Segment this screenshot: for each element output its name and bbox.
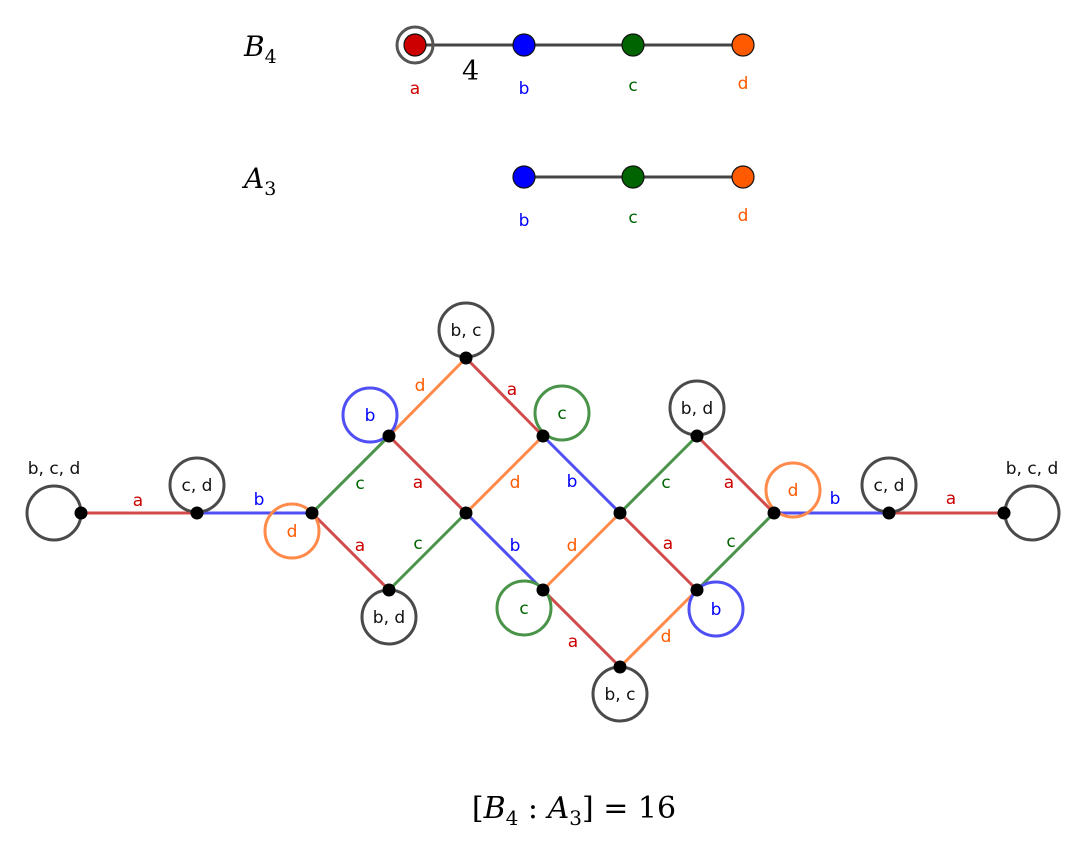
edge-a <box>387 434 468 515</box>
a3-diagram: A3 b c d <box>241 162 755 231</box>
graph-vertex <box>997 506 1011 520</box>
b4-marked-ring <box>395 25 435 65</box>
edge-label-a: a <box>946 489 956 509</box>
edge-a <box>695 434 776 515</box>
graph-edges <box>81 356 1004 669</box>
loop-label: d <box>287 522 298 542</box>
graph-nodes <box>74 351 1011 674</box>
a3-node-label-b: b <box>519 211 530 231</box>
edge-c <box>387 511 468 592</box>
b4-node-label-d: d <box>738 74 749 94</box>
loop-R0 <box>1003 484 1061 542</box>
b4-diagram: B4 4 a b c d <box>243 25 755 99</box>
edge-label-a: a <box>413 473 423 493</box>
b4-node-label-a: a <box>410 79 420 99</box>
graph-vertex <box>613 660 627 674</box>
edge-label-c: c <box>355 474 364 494</box>
graph-vertex <box>613 506 627 520</box>
edge-c <box>618 434 699 515</box>
edge-label-d: d <box>415 376 426 396</box>
graph-vertex <box>459 351 473 365</box>
b4-name: B4 <box>243 30 277 68</box>
loop-label: c <box>557 404 566 424</box>
loop-label: c, d <box>182 476 213 496</box>
edge-c <box>695 511 776 592</box>
graph-vertex <box>74 506 88 520</box>
graph-vertex <box>382 429 396 443</box>
b4-node-label-c: c <box>628 76 637 96</box>
edge-c <box>310 434 391 515</box>
b4-node-d <box>731 33 755 57</box>
edge-a <box>541 588 622 669</box>
loop-label: d <box>788 481 799 501</box>
edge-label-b: b <box>830 489 841 509</box>
b4-node-c <box>621 33 645 57</box>
graph-vertex <box>690 429 704 443</box>
a3-node-d <box>731 165 755 189</box>
edge-label-b: b <box>254 490 265 510</box>
graph-vertex <box>690 583 704 597</box>
edge-label-a: a <box>355 536 365 556</box>
edge-label-b: b <box>510 536 521 556</box>
a3-node-label-c: c <box>628 208 637 228</box>
loop-label: b, c <box>451 321 482 341</box>
edge-a <box>310 511 391 592</box>
graph-vertex <box>882 506 896 520</box>
loop-U1 <box>341 386 399 444</box>
edge-a <box>618 511 699 592</box>
edge-d <box>541 511 622 592</box>
edge-b <box>541 434 622 515</box>
edge-d <box>464 434 545 515</box>
edge-label-a: a <box>724 473 734 493</box>
edge-label-d: d <box>661 627 672 647</box>
graph-vertex <box>382 583 396 597</box>
b4-node-a <box>403 33 427 57</box>
loop-D3 <box>687 580 745 638</box>
loop-L0 <box>25 484 83 542</box>
index-formula: [B4 : A3] = 16 <box>472 791 676 830</box>
edge-label-d: d <box>510 473 521 493</box>
graph-vertex <box>767 506 781 520</box>
b4-node-b <box>512 33 536 57</box>
edge-label-c: c <box>413 534 422 554</box>
graph-vertex <box>190 506 204 520</box>
a3-node-b <box>512 165 536 189</box>
edge-a <box>464 356 545 438</box>
a3-node-c <box>621 165 645 189</box>
edge-label-a: a <box>663 534 673 554</box>
loop-label: b, c <box>605 685 636 705</box>
b4-node-label-b: b <box>519 79 530 99</box>
loop-U2 <box>533 384 591 442</box>
loop-label: b, d <box>373 608 405 628</box>
edge-label-a: a <box>507 380 517 400</box>
edge-label-c: c <box>661 473 670 493</box>
loop-M0 <box>263 502 321 560</box>
a3-name: A3 <box>241 162 276 200</box>
loop-label: b <box>711 600 722 620</box>
edge-d <box>618 588 699 669</box>
edge-label-a: a <box>568 632 578 652</box>
graph-vertex <box>536 429 550 443</box>
graph-vertex <box>536 583 550 597</box>
loop-label: b, c, d <box>28 459 81 479</box>
edge-label-c: c <box>726 532 735 552</box>
graph-vertex <box>305 506 319 520</box>
graph-vertex <box>459 506 473 520</box>
loop-D2 <box>495 579 553 637</box>
edge-label-d: d <box>567 536 578 556</box>
loop-label: b, d <box>681 399 713 419</box>
loop-M3 <box>764 461 822 519</box>
loop-label: c, d <box>874 476 905 496</box>
a3-node-label-d: d <box>738 206 749 226</box>
edge-label-b: b <box>567 472 578 492</box>
edge-b <box>464 511 545 592</box>
graph-edge-labels: a b c a d a a c d b b d a c a d a c b a <box>133 376 956 652</box>
edge-d <box>387 356 468 438</box>
loop-label: b <box>365 406 376 426</box>
loop-label: c <box>519 599 528 619</box>
loop-label: b, c, d <box>1006 459 1059 479</box>
edge-label-a: a <box>133 491 143 511</box>
b4-edge-label: 4 <box>462 56 479 87</box>
